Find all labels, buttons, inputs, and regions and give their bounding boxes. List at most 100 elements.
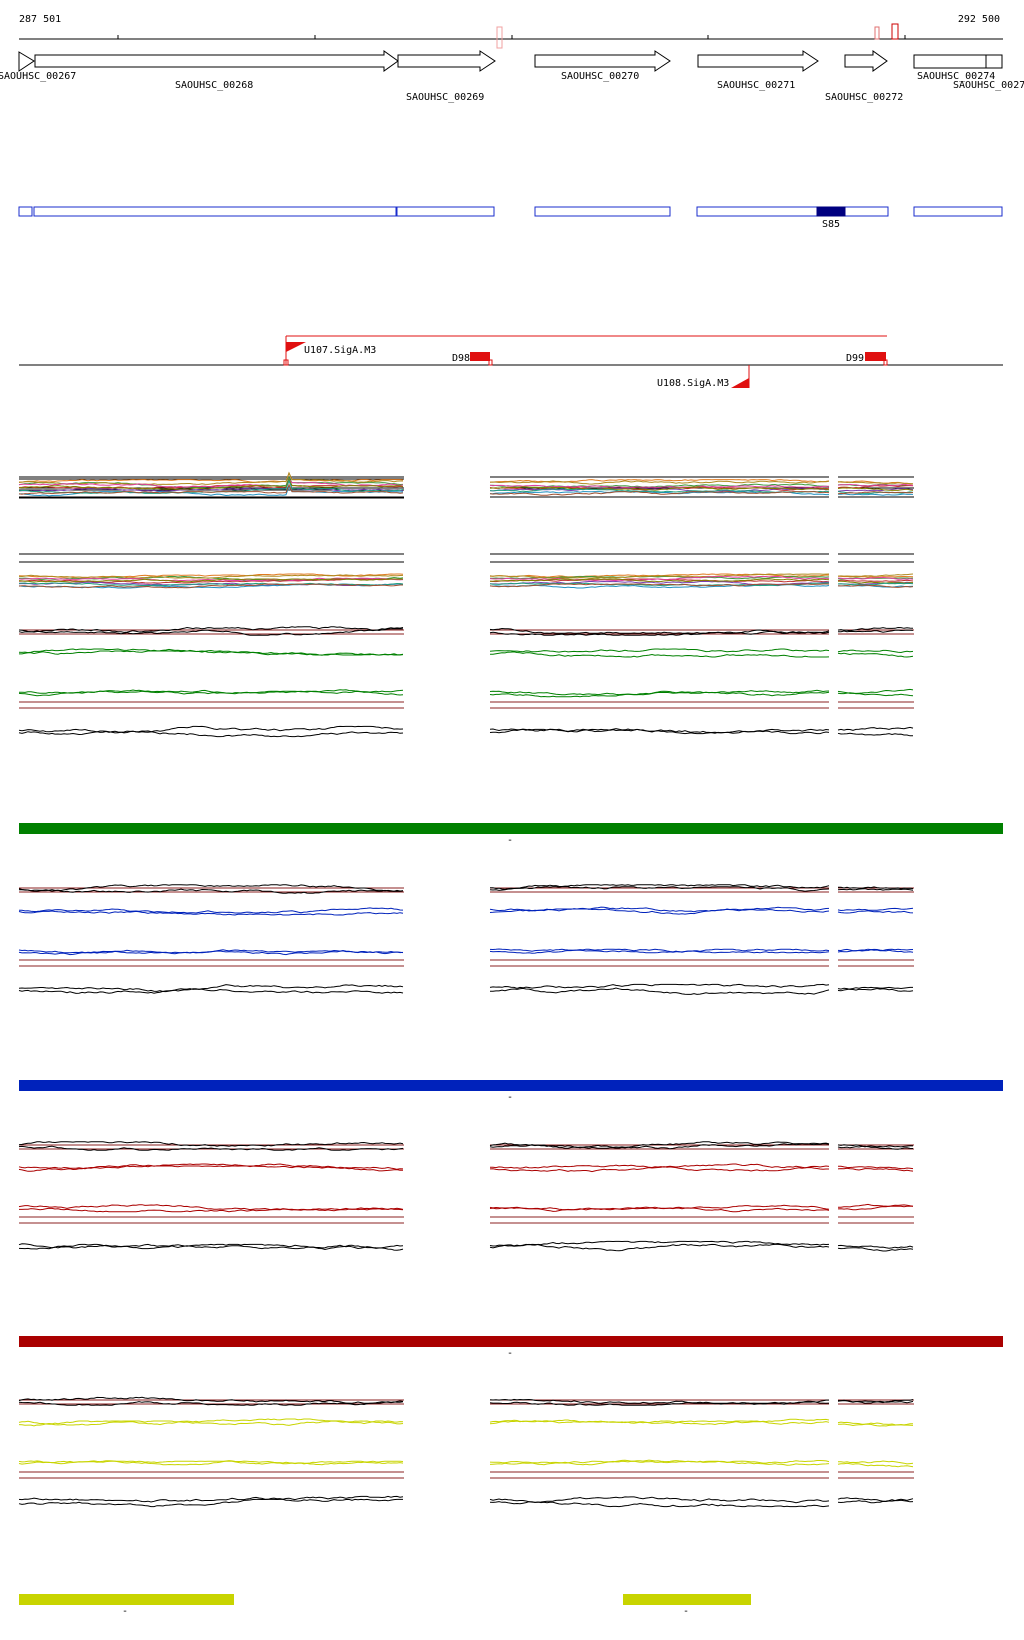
segment-block (913, 206, 1003, 217)
gene-label-00269: SAOUHSC_00269 (406, 92, 484, 103)
coordinate-ruler: 287 501 292 500 (19, 14, 1003, 49)
profile-line-multi (18, 471, 403, 485)
profile-line-color (837, 1167, 914, 1172)
profile-line-color (838, 1165, 914, 1170)
promoter-flag-u108[interactable] (731, 378, 749, 388)
profile-line-color (18, 950, 404, 956)
condition-bar-yellow-1-marker: - (122, 1606, 128, 1617)
profile-line-color (837, 907, 914, 912)
segment-block (396, 206, 495, 217)
terminator-block-d98[interactable] (470, 352, 490, 361)
profile-line-black (490, 884, 830, 890)
profile-line-multi (837, 493, 913, 496)
profile-line-color (19, 689, 404, 695)
profile-line-black (489, 728, 830, 734)
gene-arrow-00270[interactable] (534, 50, 671, 72)
condition-bar-yellow-1[interactable] (19, 1594, 234, 1605)
profile-line-color (489, 690, 830, 698)
profile-line-black (489, 1141, 830, 1149)
profile-line-color (837, 1423, 914, 1427)
segment-block (33, 206, 397, 217)
gene-arrow-00271[interactable] (697, 50, 819, 72)
profile-line-color (837, 688, 914, 694)
profile-line-black (837, 1399, 914, 1404)
profile-line-multi (18, 583, 403, 589)
profile-line-multi (489, 573, 830, 579)
profile-line-black (18, 888, 404, 894)
profile-line-multi (18, 471, 404, 483)
ruler-mark-3 (891, 23, 899, 40)
profile-line-black (18, 628, 404, 636)
profile-line-multi (18, 478, 404, 490)
profile-line-multi (489, 486, 830, 491)
profile-line-black (18, 988, 404, 994)
profile-line-multi (489, 575, 830, 582)
gene-arrow-00274[interactable] (913, 54, 1003, 69)
profile-line-color (489, 648, 830, 653)
profile-line-multi (837, 573, 914, 577)
profile-line-black (18, 1243, 404, 1250)
gene-arrow-00272[interactable] (844, 50, 888, 72)
terminator-block-d99[interactable] (865, 352, 886, 361)
terminator-label-d98: D98 (452, 353, 470, 364)
segment-label: S85 (822, 219, 840, 230)
profile-line-multi (489, 488, 830, 493)
condition-bar-yellow-2[interactable] (623, 1594, 751, 1605)
profile-line-multi (489, 582, 830, 587)
profile-line-color (489, 948, 830, 954)
profile-line-multi (837, 576, 914, 580)
start-coordinate: 287 501 (19, 14, 61, 25)
profile-line-multi (837, 579, 914, 582)
profile-line-color (837, 1462, 914, 1468)
profile-line-color (19, 907, 404, 914)
profile-line-black (18, 626, 404, 633)
gene-label-00271: SAOUHSC_00271 (717, 80, 795, 91)
profile-line-multi (18, 577, 404, 582)
profile-line-black (18, 1141, 404, 1147)
gene-arrow-00268[interactable] (34, 50, 399, 72)
gene-arrow-00269[interactable] (397, 50, 496, 72)
profile-line-multi (837, 582, 914, 586)
profile-line-color (837, 649, 914, 654)
profile-line-color (489, 906, 830, 913)
gene-arrow-00267[interactable] (18, 51, 35, 72)
profile-line-multi (18, 483, 404, 495)
profile-line-multi (837, 487, 914, 491)
condition-bar-green[interactable] (19, 823, 1003, 834)
profile-line-multi (489, 578, 830, 583)
profile-line-multi (489, 488, 830, 494)
profile-line-color (489, 1420, 830, 1425)
profile-line-black (489, 987, 830, 995)
profile-line-black (489, 983, 830, 989)
profile-line-black (489, 1399, 829, 1406)
profile-line-color (489, 651, 830, 658)
profile-line-black (837, 886, 914, 890)
profile-line-black (838, 629, 914, 633)
gene-label-00274: SAOUHSC_00274 (917, 71, 995, 82)
condition-bar-blue[interactable] (19, 1080, 1003, 1091)
profile-line-black (837, 732, 914, 737)
profile-line-black (489, 1143, 830, 1150)
profile-line-black (837, 1497, 914, 1502)
profile-line-multi (837, 575, 914, 578)
profile-line-multi (837, 483, 914, 487)
profile-line-color (18, 1420, 404, 1427)
profile-line-black (18, 730, 404, 738)
promoter-flag-u107[interactable] (286, 342, 306, 352)
profile-line-color (489, 948, 830, 954)
segment-block-highlighted[interactable] (816, 206, 846, 217)
gene-label-00268: SAOUHSC_00268 (175, 80, 253, 91)
end-coordinate: 292 500 (958, 14, 1000, 25)
profile-line-color (489, 1459, 830, 1466)
profile-line-color (489, 908, 830, 915)
profile-line-color (489, 1460, 830, 1466)
profile-line-black (18, 1400, 404, 1406)
profile-line-black (489, 886, 830, 892)
profile-line-black (837, 726, 914, 731)
profile-line-color (19, 650, 404, 656)
profile-line-black (18, 1396, 404, 1404)
gene-label-00272: SAOUHSC_00272 (825, 92, 903, 103)
profile-line-color (18, 910, 404, 916)
condition-bar-red[interactable] (19, 1336, 1003, 1347)
